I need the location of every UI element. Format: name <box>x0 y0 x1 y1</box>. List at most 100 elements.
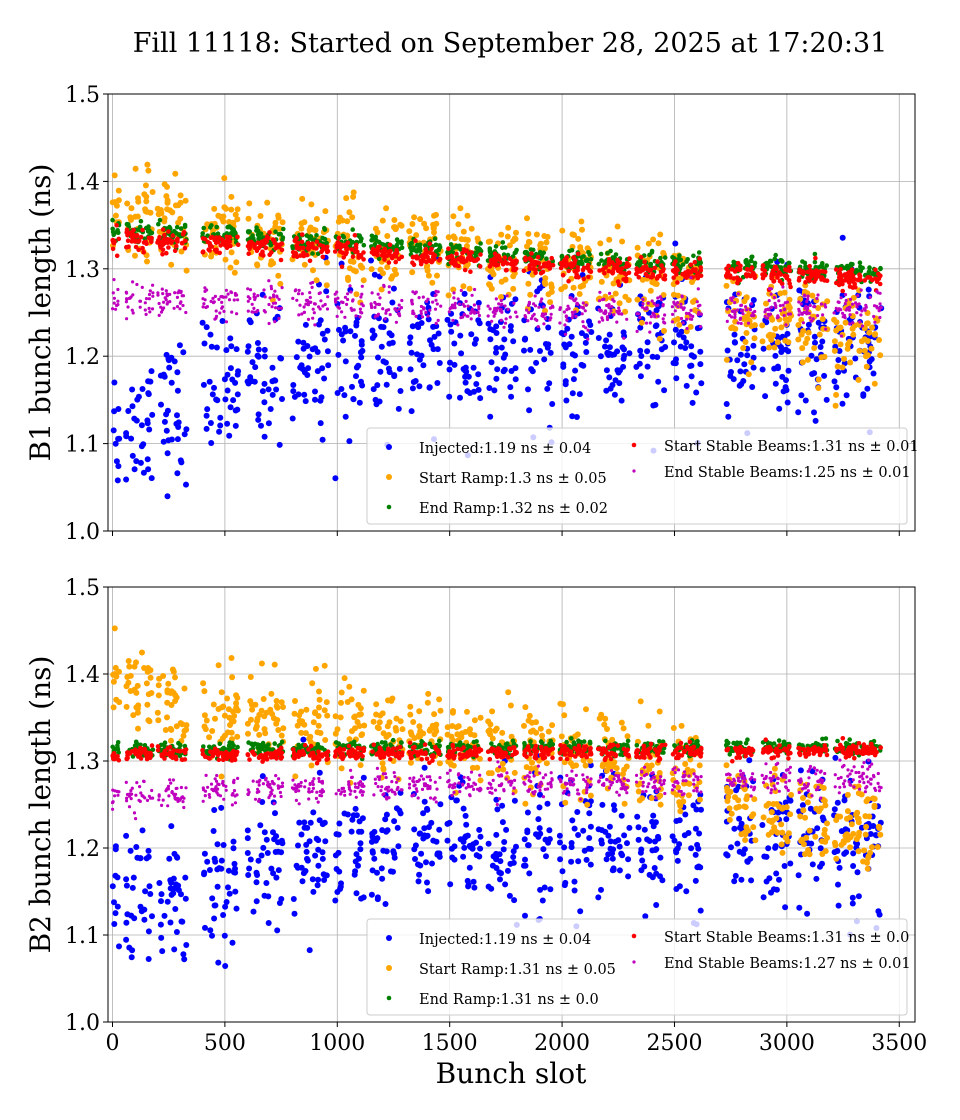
data-point <box>615 267 621 272</box>
data-point <box>543 760 550 767</box>
data-point <box>619 238 626 245</box>
data-point <box>690 317 694 321</box>
data-point <box>423 859 429 866</box>
data-point <box>142 888 149 895</box>
data-point <box>460 805 467 812</box>
data-point <box>304 855 310 862</box>
data-point <box>802 340 809 346</box>
data-point <box>425 272 432 279</box>
data-point <box>460 250 465 256</box>
data-point <box>580 312 584 316</box>
data-point <box>426 384 433 391</box>
data-point <box>812 339 818 346</box>
data-point <box>145 928 152 935</box>
data-point <box>387 285 391 289</box>
data-point <box>510 848 517 855</box>
data-point <box>839 234 846 241</box>
data-point <box>171 358 178 365</box>
data-point <box>313 835 320 842</box>
data-point <box>741 361 748 368</box>
data-point <box>175 219 182 226</box>
data-point <box>450 213 457 220</box>
data-point <box>180 732 187 739</box>
data-point <box>863 363 870 370</box>
data-point <box>818 354 825 361</box>
data-point <box>786 260 791 266</box>
data-point <box>506 242 513 249</box>
data-point <box>448 242 454 247</box>
data-point <box>642 259 647 265</box>
legend-marker <box>386 504 392 510</box>
legend-label: End Stable Beams:1.25 ns ± 0.01 <box>664 465 911 481</box>
data-point <box>558 733 565 740</box>
data-point <box>748 359 755 366</box>
data-point <box>262 309 266 313</box>
data-point <box>160 673 167 679</box>
data-point <box>549 255 554 261</box>
data-point <box>346 209 353 216</box>
data-point <box>503 245 508 250</box>
data-point <box>848 297 853 301</box>
data-point <box>352 308 356 312</box>
data-point <box>573 310 577 314</box>
data-point <box>422 243 428 248</box>
data-point <box>675 280 680 285</box>
data-point <box>343 295 347 299</box>
data-point <box>610 308 617 315</box>
data-point <box>299 878 306 885</box>
data-point <box>506 892 513 899</box>
data-point <box>799 302 803 306</box>
data-point <box>157 301 161 306</box>
data-point <box>530 262 536 267</box>
data-point <box>168 379 175 386</box>
data-point <box>587 322 594 328</box>
data-point <box>252 310 256 314</box>
data-point <box>858 320 862 324</box>
data-point <box>275 214 282 221</box>
data-point <box>207 248 212 253</box>
data-point <box>323 302 327 307</box>
data-point <box>545 291 552 298</box>
data-point <box>529 251 534 256</box>
data-point <box>621 346 627 353</box>
data-point <box>876 911 883 918</box>
data-point <box>246 230 251 235</box>
data-point <box>571 887 578 894</box>
data-point <box>135 195 141 202</box>
data-point <box>218 311 222 315</box>
data-point <box>321 707 328 714</box>
data-point <box>399 726 406 733</box>
data-point <box>352 332 358 339</box>
data-point <box>340 337 347 344</box>
data-point <box>168 891 175 898</box>
data-point <box>223 347 230 354</box>
data-point <box>360 774 367 781</box>
data-point <box>831 378 838 385</box>
data-point <box>116 943 122 950</box>
data-point <box>145 956 152 962</box>
data-point <box>606 262 612 267</box>
data-point <box>463 821 470 828</box>
data-point <box>839 364 846 371</box>
data-point <box>473 336 479 343</box>
data-point <box>619 852 626 859</box>
data-point <box>248 716 254 723</box>
data-point <box>357 762 364 769</box>
data-point <box>359 310 363 314</box>
data-point <box>795 322 802 328</box>
data-point <box>245 872 252 878</box>
data-point <box>125 408 132 414</box>
data-point <box>549 401 556 407</box>
data-point <box>634 266 639 271</box>
data-point <box>349 247 355 252</box>
data-point <box>218 857 225 864</box>
data-point <box>572 260 577 265</box>
data-point <box>147 292 152 297</box>
data-point <box>146 426 153 433</box>
data-point <box>213 294 217 298</box>
data-point <box>490 853 497 860</box>
data-point <box>431 212 437 219</box>
data-point <box>143 225 149 231</box>
data-point <box>491 258 497 263</box>
data-point <box>546 827 553 834</box>
